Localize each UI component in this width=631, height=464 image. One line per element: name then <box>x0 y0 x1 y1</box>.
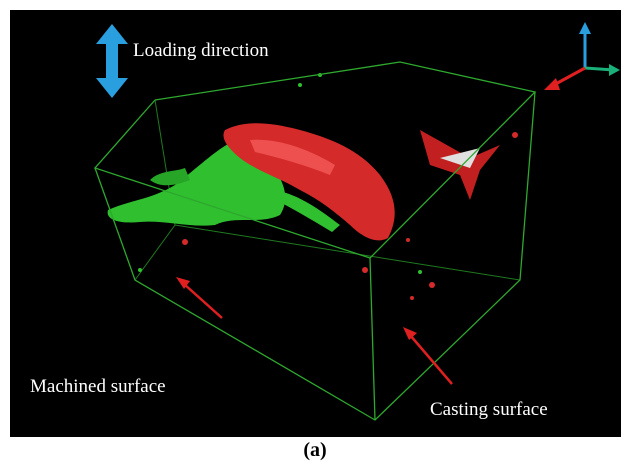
image-background <box>10 10 621 437</box>
figure-svg: Loading direction Machined surface Casti… <box>0 0 631 464</box>
figure: Loading direction Machined surface Casti… <box>0 0 631 464</box>
label-casting-surface: Casting surface <box>430 399 548 420</box>
label-loading-direction: Loading direction <box>133 40 269 61</box>
label-machined-surface: Machined surface <box>30 376 166 397</box>
caption: (a) <box>303 439 326 461</box>
